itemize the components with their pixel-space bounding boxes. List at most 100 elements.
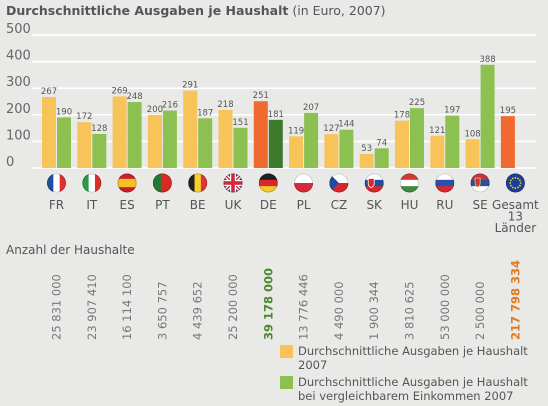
flag-hu-icon xyxy=(400,173,419,193)
category-label-HU: HU xyxy=(401,198,419,212)
bar-series2-SE xyxy=(480,64,495,168)
households-value-UK: 25 200 000 xyxy=(226,274,240,340)
bar-series2-DE xyxy=(268,119,283,168)
flag-rs-icon xyxy=(470,173,490,193)
bar-series1-FR xyxy=(42,96,56,168)
bar-series1-ES xyxy=(112,96,127,168)
data-label-series2-PL: 207 xyxy=(303,103,319,113)
data-label-series2-RU: 197 xyxy=(444,106,460,116)
data-label-series1-DE: 251 xyxy=(253,91,269,101)
data-label-series1-FR: 267 xyxy=(41,87,57,97)
data-label-series1-PT: 200 xyxy=(147,105,163,115)
data-label-series2-HU: 225 xyxy=(409,98,425,108)
households-value-SE: 2 500 000 xyxy=(473,281,487,340)
legend-label-series1: Durchschnittliche Ausgaben je Haushalt 2… xyxy=(298,344,528,372)
households-value-PT: 3 650 757 xyxy=(155,281,169,340)
data-label-series1-PL: 119 xyxy=(288,126,304,136)
y-tick-label-300: 300 xyxy=(6,75,31,90)
bar-series2-ES xyxy=(127,102,142,168)
bar-series1-PT xyxy=(147,114,162,168)
legend-item-series1: Durchschnittliche Ausgaben je Haushalt 2… xyxy=(280,344,548,372)
bar-series1-Gesamt 13 Länder xyxy=(500,116,515,168)
category-label-ES: ES xyxy=(119,198,134,212)
households-value-Gesamt 13 Länder: 217 798 334 xyxy=(508,260,522,340)
bar-series1-IT xyxy=(77,122,92,168)
data-label-series1-IT: 172 xyxy=(76,112,92,122)
households-value-DE: 39 178 000 xyxy=(261,268,275,340)
data-label-series2-ES: 248 xyxy=(126,92,142,102)
flag-fr-icon xyxy=(47,173,66,193)
y-tick-label-0: 0 xyxy=(6,155,14,170)
legend-label-series2: Durchschnittliche Ausgaben je Haushalt b… xyxy=(298,375,528,403)
bar-series2-PT xyxy=(162,110,177,168)
bar-series2-IT xyxy=(92,133,107,168)
bar-series2-HU xyxy=(410,108,424,168)
bar-series1-SK xyxy=(359,153,374,168)
data-label-series1-HU: 178 xyxy=(394,111,410,121)
legend-item-series2: Durchschnittliche Ausgaben je Haushalt b… xyxy=(280,375,548,403)
data-label-series1-UK: 218 xyxy=(217,100,233,110)
bar-series2-CZ xyxy=(339,129,354,168)
bar-series1-UK xyxy=(218,110,233,168)
flag-ru-icon xyxy=(435,173,455,193)
bar-series2-BE xyxy=(198,118,213,168)
households-value-RU: 53 000 000 xyxy=(438,274,452,340)
bar-series1-DE xyxy=(253,101,268,168)
households-value-PL: 13 776 446 xyxy=(297,274,311,340)
flag-it-icon xyxy=(82,173,102,193)
flag-pl-icon xyxy=(294,173,314,193)
bar-series2-PL xyxy=(304,112,319,168)
bar-series1-CZ xyxy=(324,134,339,168)
chart-title: Durchschnittliche Ausgaben je Haushalt (… xyxy=(6,3,386,18)
flag-uk-icon xyxy=(223,173,243,193)
data-label-series2-FR: 190 xyxy=(56,107,72,117)
bar-series2-UK xyxy=(233,127,248,168)
category-label-Gesamt 13 Länder-line3: Länder xyxy=(495,221,537,235)
bar-series1-SE xyxy=(465,139,480,168)
y-tick-label-400: 400 xyxy=(6,49,31,64)
flag-es-icon xyxy=(117,173,137,193)
bar-series1-BE xyxy=(183,90,198,168)
category-label-FR: FR xyxy=(49,198,64,212)
category-label-Gesamt 13 Länder-line2: 13 xyxy=(508,210,523,224)
chart-title-suffix: (in Euro, 2007) xyxy=(292,3,386,18)
households-value-ES: 16 114 100 xyxy=(120,274,134,340)
flag-sk-icon xyxy=(364,173,384,193)
category-label-SE: SE xyxy=(472,198,487,212)
data-label-series2-SE: 388 xyxy=(479,55,495,65)
flag-eu-icon xyxy=(505,173,525,193)
category-label-CZ: CZ xyxy=(331,198,348,212)
legend-swatch-series1 xyxy=(280,345,293,358)
data-label-series1-SE: 108 xyxy=(464,129,480,139)
households-value-FR: 25 831 000 xyxy=(50,274,64,340)
households-value-IT: 23 907 410 xyxy=(85,274,99,340)
bar-series1-HU xyxy=(395,120,409,168)
category-label-IT: IT xyxy=(86,198,98,212)
bar-series1-PL xyxy=(289,136,304,168)
category-label-SK: SK xyxy=(366,198,383,212)
flag-be-icon xyxy=(188,173,208,193)
category-label-UK: UK xyxy=(225,198,243,212)
data-label-series2-DE: 181 xyxy=(268,110,284,120)
data-label-series1-CZ: 127 xyxy=(323,124,339,134)
households-value-CZ: 4 490 000 xyxy=(332,281,346,340)
category-label-BE: BE xyxy=(190,198,206,212)
data-label-series1-Gesamt 13 Länder: 195 xyxy=(500,106,516,116)
flag-pt-icon xyxy=(152,173,172,193)
bar-series2-RU xyxy=(445,115,460,168)
bar-series2-SK xyxy=(374,148,389,168)
flag-de-icon xyxy=(258,173,278,193)
data-label-series1-ES: 269 xyxy=(111,86,127,96)
households-value-BE: 4 439 652 xyxy=(191,281,205,340)
data-label-series1-SK: 53 xyxy=(361,144,372,154)
category-label-PL: PL xyxy=(297,198,311,212)
data-label-series2-PT: 216 xyxy=(162,101,178,111)
category-label-RU: RU xyxy=(436,198,453,212)
y-tick-label-100: 100 xyxy=(6,128,31,143)
category-label-DE: DE xyxy=(260,198,277,212)
y-tick-label-500: 500 xyxy=(6,22,31,37)
y-tick-label-200: 200 xyxy=(6,102,31,117)
flag-cz-icon xyxy=(329,173,349,193)
